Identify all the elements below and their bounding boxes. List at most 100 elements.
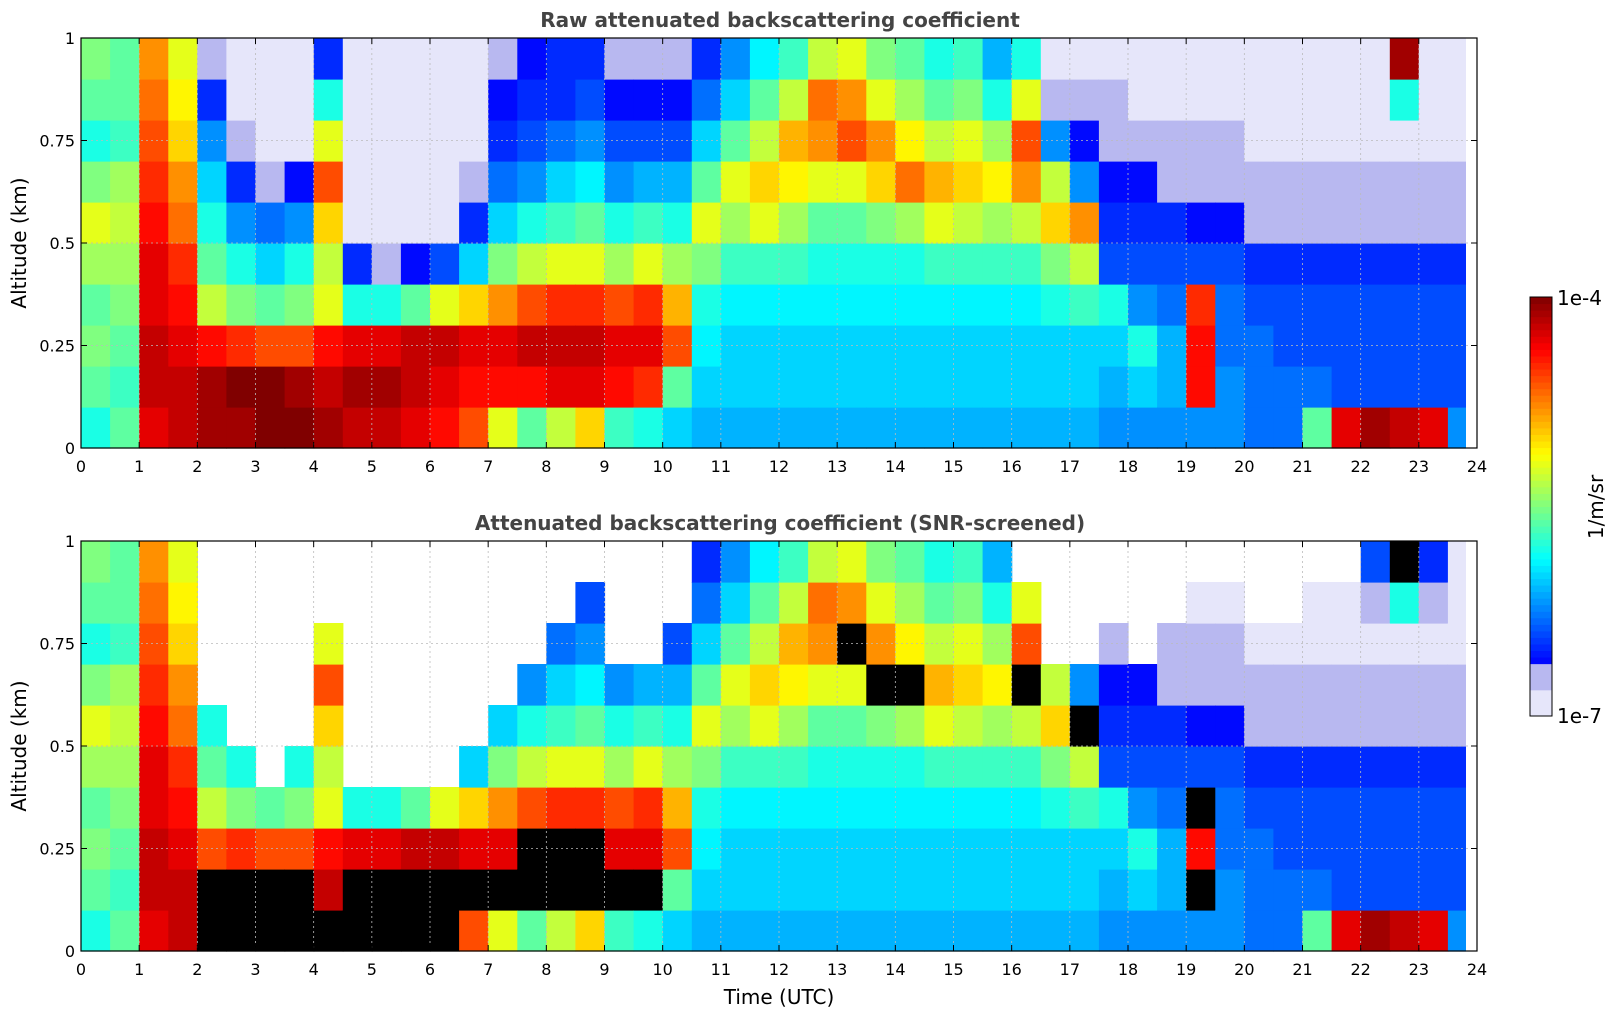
heatmap-cell xyxy=(1186,787,1216,829)
heatmap-cell xyxy=(837,705,867,747)
heatmap-cell xyxy=(720,407,751,449)
heatmap-cell xyxy=(1215,664,1245,706)
colorbar-step xyxy=(1530,578,1552,586)
heatmap-cell xyxy=(808,787,838,829)
heatmap-cell xyxy=(749,869,780,911)
x-tick-label: 20 xyxy=(1234,960,1254,979)
colorbar-step xyxy=(1530,624,1552,632)
heatmap-cell xyxy=(342,869,373,911)
heatmap-cell xyxy=(1302,705,1333,747)
heatmap-cell xyxy=(604,407,635,449)
colorbar-step xyxy=(1530,473,1552,481)
heatmap-cell xyxy=(1215,787,1245,829)
heatmap-cell xyxy=(139,910,169,952)
colorbar-step xyxy=(1530,532,1552,540)
colorbar-step xyxy=(1530,329,1552,337)
heatmap-cell xyxy=(1302,243,1333,285)
y-axis-label: Altitude (km) xyxy=(7,680,31,811)
colorbar-step xyxy=(1530,696,1552,704)
heatmap-cell xyxy=(81,366,111,408)
heatmap-cell xyxy=(866,787,896,829)
heatmap-cell xyxy=(1389,38,1420,80)
heatmap-cell xyxy=(1186,664,1216,706)
heatmap-cell xyxy=(168,541,198,583)
heatmap-cell xyxy=(1011,664,1042,706)
heatmap-cell xyxy=(1273,746,1304,788)
colorbar-min-label: 1e-7 xyxy=(1557,704,1602,728)
heatmap-cell xyxy=(895,407,925,449)
heatmap-cell xyxy=(662,910,693,952)
colorbar-step xyxy=(1530,434,1552,442)
heatmap-cell xyxy=(488,746,518,788)
heatmap-cell xyxy=(255,366,286,408)
heatmap-cell xyxy=(1418,869,1449,911)
colorbar-step xyxy=(1530,552,1552,560)
heatmap-cell xyxy=(1040,787,1071,829)
heatmap-cell xyxy=(255,325,286,367)
heatmap-cell xyxy=(1215,366,1245,408)
heatmap-cell xyxy=(662,38,693,80)
x-tick-label: 6 xyxy=(425,457,435,476)
heatmap-cell xyxy=(1360,38,1391,80)
heatmap-cell xyxy=(517,284,547,326)
heatmap-cell xyxy=(517,243,547,285)
heatmap-cell xyxy=(1273,79,1304,121)
heatmap-cell xyxy=(953,541,984,583)
y-tick-label: 0.75 xyxy=(39,635,75,654)
heatmap-cell xyxy=(982,705,1013,747)
heatmap-cell xyxy=(459,910,489,952)
colorbar-step xyxy=(1530,513,1552,521)
heatmap-cell xyxy=(1447,746,1466,788)
heatmap-cell xyxy=(1040,366,1071,408)
heatmap-cell xyxy=(284,869,315,911)
heatmap-cell xyxy=(1389,79,1420,121)
heatmap-cell xyxy=(953,828,984,870)
heatmap-cell xyxy=(604,284,635,326)
heatmap-cell xyxy=(1128,869,1158,911)
heatmap-cell xyxy=(1098,746,1129,788)
heatmap-cell xyxy=(779,541,809,583)
heatmap-cell xyxy=(517,202,547,244)
heatmap-cell xyxy=(895,746,925,788)
heatmap-cell xyxy=(430,120,460,162)
heatmap-cell xyxy=(953,79,984,121)
heatmap-cell xyxy=(749,366,780,408)
heatmap-cell xyxy=(924,366,955,408)
heatmap-cell xyxy=(1011,407,1042,449)
heatmap-cell xyxy=(982,787,1013,829)
heatmap-cell xyxy=(197,910,227,952)
heatmap-cell xyxy=(400,120,431,162)
heatmap-cell xyxy=(866,869,896,911)
heatmap-cell xyxy=(924,161,955,203)
heatmap-cell xyxy=(662,787,693,829)
heatmap-cell xyxy=(1244,325,1274,367)
x-tick-label: 9 xyxy=(599,457,609,476)
colorbar-step xyxy=(1530,643,1552,652)
heatmap-cell xyxy=(546,746,576,788)
colorbar-step xyxy=(1530,683,1552,691)
x-tick-label: 0 xyxy=(76,457,86,476)
heatmap-cell xyxy=(168,582,198,624)
x-tick-label: 8 xyxy=(541,960,551,979)
heatmap-cell xyxy=(1447,284,1466,326)
heatmap-cell xyxy=(604,910,635,952)
colorbar-step xyxy=(1530,303,1552,311)
heatmap-cell xyxy=(110,284,140,326)
heatmap-cell xyxy=(110,746,140,788)
heatmap-cell xyxy=(1098,366,1129,408)
colorbar-frame xyxy=(1529,296,1553,717)
heatmap-cell xyxy=(488,243,518,285)
heatmap-cell xyxy=(1360,582,1391,624)
heatmap-cell xyxy=(139,869,169,911)
heatmap-cell xyxy=(924,243,955,285)
x-tick-label: 14 xyxy=(885,457,905,476)
heatmap-cell xyxy=(1128,79,1158,121)
heatmap-cell xyxy=(168,705,198,747)
heatmap-cell xyxy=(1302,910,1333,952)
heatmap-cell xyxy=(866,407,896,449)
heatmap-cell xyxy=(255,202,286,244)
heatmap-cell xyxy=(720,623,751,665)
heatmap-cell xyxy=(604,366,635,408)
heatmap-cell xyxy=(459,869,489,911)
